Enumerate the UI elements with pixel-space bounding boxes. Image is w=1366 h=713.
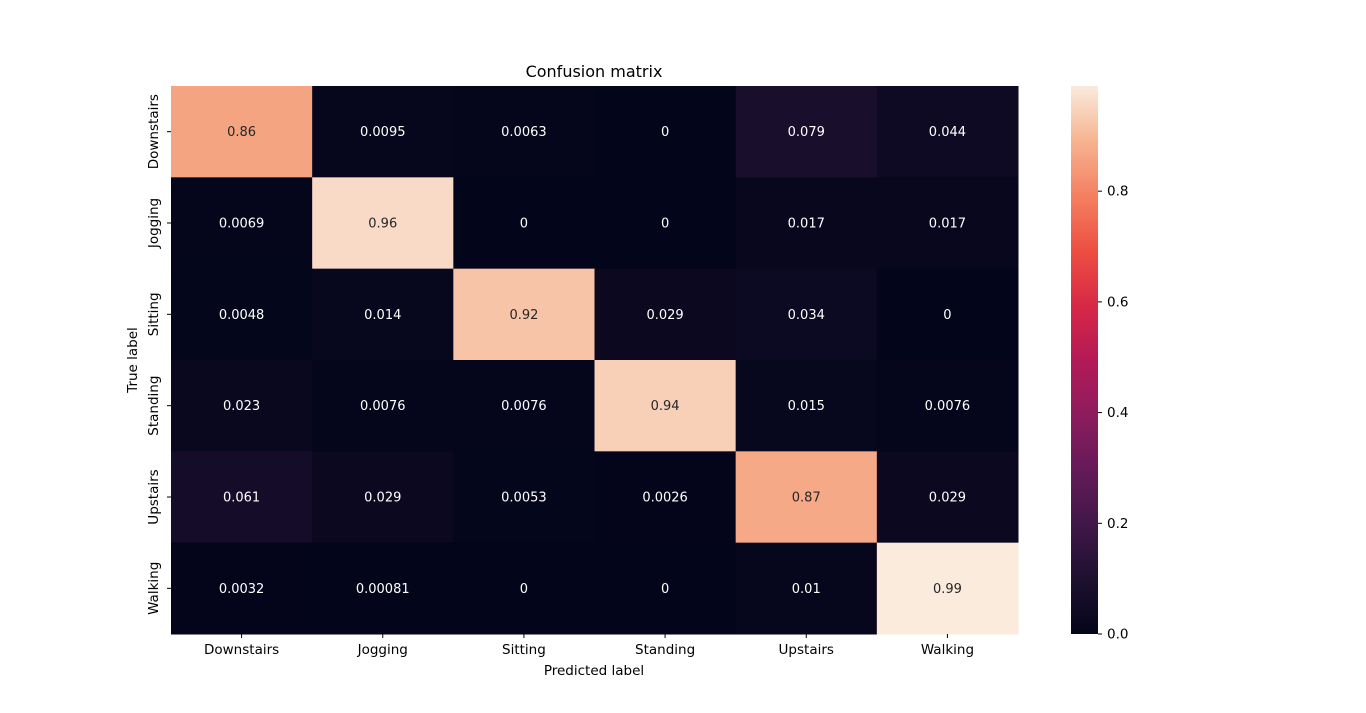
heatmap-cell (594, 542, 737, 635)
heatmap-cell (735, 268, 878, 361)
colorbar-tick-label: 0.0 (1107, 627, 1128, 643)
y-tick-label: Sitting (146, 292, 162, 336)
colorbar-tick-label: 0.6 (1107, 294, 1128, 310)
heatmap-cell (876, 177, 1019, 270)
cell-value-label: 0.00081 (356, 582, 410, 597)
cell-value-label: 0.044 (929, 125, 966, 140)
cell-value-label: 0 (943, 308, 951, 323)
heatmap-cell (594, 360, 737, 452)
heatmap-cell (735, 451, 878, 544)
heatmap-cell (171, 542, 313, 635)
cell-value-label: 0.0095 (360, 125, 406, 140)
heatmap-cell (594, 177, 737, 270)
cell-value-label: 0.023 (223, 399, 260, 414)
cell-value-label: 0.87 (792, 491, 821, 506)
heatmap-cell (735, 177, 878, 270)
heatmap-cell (876, 360, 1019, 452)
heatmap-cell (453, 268, 595, 361)
cell-value-label: 0.0076 (925, 399, 971, 414)
heatmap-cell (453, 360, 595, 452)
cell-value-label: 0.029 (364, 491, 401, 506)
cell-value-label: 0.034 (788, 308, 825, 323)
cell-value-label: 0 (661, 582, 669, 597)
y-axis-label: True label (125, 327, 141, 394)
heatmap-cell (453, 542, 595, 635)
cell-value-label: 0.99 (933, 582, 962, 597)
cell-value-label: 0.0076 (360, 399, 406, 414)
heatmap-cell (171, 86, 313, 178)
heatmap-cell (876, 542, 1019, 635)
y-tick-label: Upstairs (146, 469, 162, 524)
cell-value-label: 0.061 (223, 491, 260, 506)
heatmap-cell (453, 451, 595, 544)
heatmap-cell (735, 542, 878, 635)
cell-value-label: 0.0026 (642, 491, 688, 506)
heatmap-cell (735, 86, 878, 178)
colorbar-tick-label: 0.8 (1107, 184, 1128, 200)
chart-title: Confusion matrix (526, 62, 663, 81)
heatmap-cell (735, 360, 878, 452)
heatmap-cell (453, 86, 595, 178)
x-tick-label: Walking (921, 642, 974, 658)
cell-value-label: 0.0053 (501, 491, 547, 506)
heatmap-grid: 0.86 0.0095 0.0063 0 0.079 0.044 0.0069 0.96 0 0 0… (171, 86, 1019, 635)
colorbar-tick-label: 0.4 (1107, 405, 1128, 421)
cell-value-label: 0.86 (227, 125, 256, 140)
cell-value-label: 0.94 (651, 399, 680, 414)
cell-value-label: 0.92 (509, 308, 538, 323)
cell-value-label: 0.029 (929, 491, 966, 506)
heatmap-cell (876, 451, 1019, 544)
heatmap-cell (594, 268, 737, 361)
heatmap-cell (453, 177, 595, 270)
cell-value-label: 0.0063 (501, 125, 547, 140)
cell-value-label: 0.029 (646, 308, 683, 323)
heatmap-cell (312, 360, 454, 452)
cell-value-label: 0 (520, 217, 528, 232)
heatmap-cell (312, 268, 454, 361)
heatmap-cell (312, 542, 454, 635)
y-tick-label: Jogging (146, 198, 162, 249)
cell-value-label: 0 (661, 125, 669, 140)
cell-value-label: 0 (661, 217, 669, 232)
x-axis: Downstairs Jogging Sitting Standing Upstairs… (204, 634, 974, 658)
heatmap-cell (171, 177, 313, 270)
heatmap-cell (876, 86, 1019, 178)
heatmap-cell (594, 451, 737, 544)
colorbar: 0.0 0.2 0.4 0.6 0.8 (1071, 86, 1128, 643)
x-tick-label: Upstairs (779, 642, 834, 658)
cell-value-label: 0.96 (368, 217, 397, 232)
colorbar-tick-label: 0.2 (1107, 516, 1128, 532)
heatmap-cell (876, 268, 1019, 361)
x-axis-label: Predicted label (544, 663, 644, 679)
cell-value-label: 0.017 (788, 217, 825, 232)
cell-value-label: 0 (520, 582, 528, 597)
x-tick-label: Standing (635, 642, 695, 658)
cell-value-label: 0.0076 (501, 399, 547, 414)
heatmap-cell (594, 86, 737, 178)
heatmap-cell (171, 451, 313, 544)
heatmap-cell (171, 268, 313, 361)
x-tick-label: Jogging (357, 642, 408, 658)
x-tick-label: Sitting (502, 642, 546, 658)
y-tick-label: Downstairs (146, 94, 162, 169)
y-tick-label: Walking (146, 562, 162, 615)
y-axis: Downstairs Jogging Sitting Standing Upstairs… (146, 94, 171, 615)
heatmap-cell (312, 177, 454, 270)
heatmap-cell (312, 451, 454, 544)
cell-value-label: 0.017 (929, 217, 966, 232)
cell-value-label: 0.015 (788, 399, 825, 414)
cell-value-label: 0.014 (364, 308, 401, 323)
colorbar-gradient (1071, 86, 1098, 634)
y-tick-label: Standing (146, 376, 162, 436)
cell-value-label: 0.01 (792, 582, 821, 597)
cell-value-label: 0.0032 (219, 582, 265, 597)
cell-value-label: 0.0069 (219, 217, 265, 232)
x-tick-label: Downstairs (204, 642, 279, 658)
cell-value-label: 0.079 (788, 125, 825, 140)
heatmap-cell (312, 86, 454, 178)
cell-value-label: 0.0048 (219, 308, 265, 323)
heatmap-cell (171, 360, 313, 452)
